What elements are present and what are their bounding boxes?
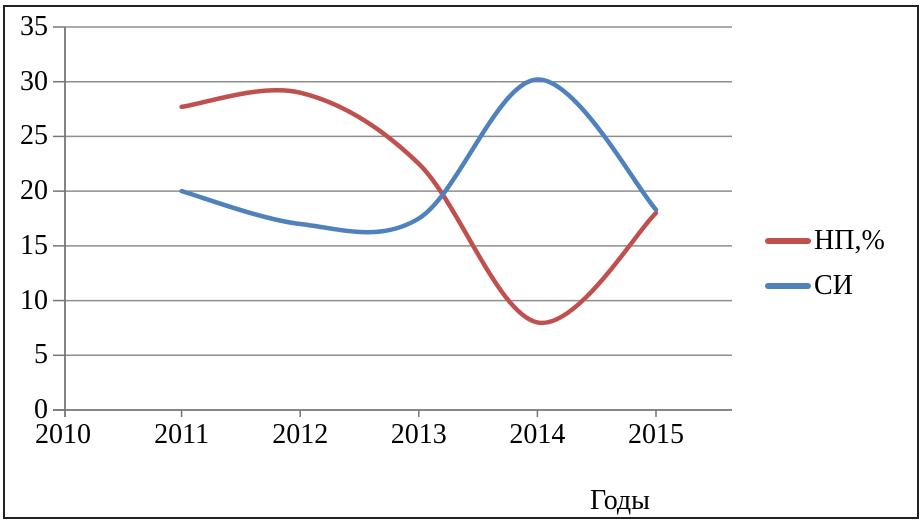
y-tick-label-35: 35 bbox=[20, 10, 48, 42]
legend-line-swatch-blue bbox=[765, 282, 811, 289]
y-tick-label-20: 20 bbox=[20, 175, 48, 207]
legend-item-np: НП,% bbox=[765, 218, 885, 263]
image-border bbox=[3, 5, 919, 519]
legend: НП,% СИ bbox=[765, 218, 885, 308]
y-tick-label-0: 0 bbox=[34, 394, 48, 425]
y-tick-label-25: 25 bbox=[20, 120, 48, 152]
legend-label-np: НП,% bbox=[814, 224, 885, 256]
y-tick-label-5: 5 bbox=[34, 339, 48, 371]
x-tick-label-2012: 2012 bbox=[272, 419, 329, 450]
legend-label-si: СИ bbox=[814, 269, 853, 301]
series-line-0 bbox=[179, 87, 659, 325]
x-tick-label-2013: 2013 bbox=[390, 419, 447, 450]
y-tick-label-30: 30 bbox=[20, 65, 48, 97]
x-tick-label-2010: 2010 bbox=[35, 419, 91, 450]
x-axis-title: Годы bbox=[590, 485, 650, 516]
legend-item-si: СИ bbox=[765, 263, 885, 308]
x-tick-label-2015: 2015 bbox=[628, 419, 684, 450]
y-tick-label-10: 10 bbox=[20, 284, 48, 316]
legend-line-swatch-red bbox=[765, 237, 811, 244]
series-line-1 bbox=[179, 77, 659, 235]
y-tick-label-15: 15 bbox=[20, 229, 48, 261]
x-tick-label-2011: 2011 bbox=[154, 419, 210, 450]
x-tick-label-2014: 2014 bbox=[509, 419, 566, 450]
